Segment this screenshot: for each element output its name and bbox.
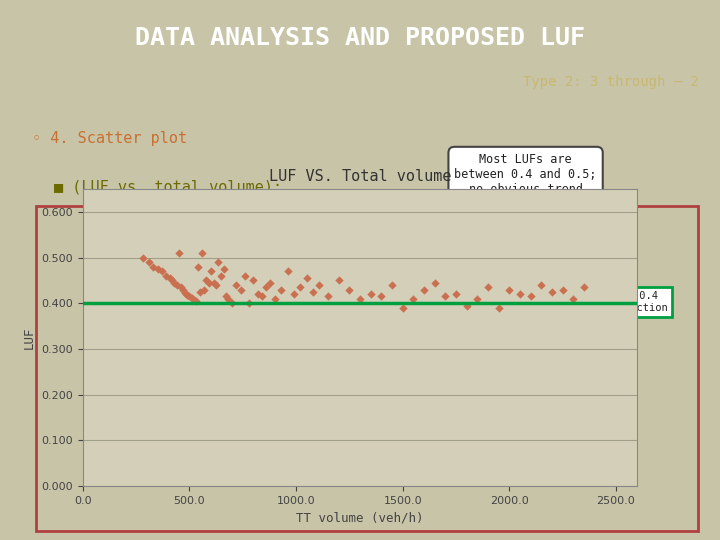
Point bbox=[143, 258, 155, 266]
Point bbox=[216, 272, 228, 280]
Point bbox=[208, 278, 220, 287]
Point bbox=[177, 286, 189, 295]
Point bbox=[148, 262, 159, 271]
Point bbox=[137, 253, 148, 262]
Point bbox=[557, 285, 568, 294]
Point bbox=[376, 292, 387, 301]
Point bbox=[323, 292, 334, 301]
Point bbox=[525, 292, 536, 301]
Point bbox=[199, 285, 210, 294]
Point bbox=[161, 272, 172, 280]
Point bbox=[269, 294, 281, 303]
Point bbox=[197, 248, 208, 257]
Point bbox=[514, 290, 526, 299]
Text: DATA ANALYSIS AND PROPOSED LUF: DATA ANALYSIS AND PROPOSED LUF bbox=[135, 26, 585, 50]
Point bbox=[239, 272, 251, 280]
Point bbox=[450, 290, 462, 299]
Text: Current LUF: 0.4
Normal intersection: Current LUF: 0.4 Normal intersection bbox=[549, 292, 667, 313]
Point bbox=[220, 292, 231, 301]
Point bbox=[408, 294, 419, 303]
Title: LUF VS. Total volume: LUF VS. Total volume bbox=[269, 168, 451, 184]
Point bbox=[418, 285, 430, 294]
Point bbox=[173, 248, 184, 257]
Point bbox=[439, 292, 451, 301]
Point bbox=[493, 303, 505, 312]
Point bbox=[282, 267, 293, 275]
Point bbox=[210, 281, 222, 289]
Point bbox=[164, 274, 176, 282]
Point bbox=[230, 281, 242, 289]
Point bbox=[184, 292, 195, 301]
Point bbox=[171, 281, 182, 289]
Point bbox=[190, 296, 202, 305]
Point bbox=[201, 276, 212, 285]
Point bbox=[212, 258, 224, 266]
Point bbox=[546, 287, 558, 296]
Y-axis label: LUF: LUF bbox=[23, 326, 36, 349]
Point bbox=[222, 294, 233, 303]
Point bbox=[314, 281, 325, 289]
Text: Most LUFs are
between 0.4 and 0.5;
no obvious trend
observed.: Most LUFs are between 0.4 and 0.5; no ob… bbox=[454, 153, 597, 211]
Point bbox=[301, 274, 312, 282]
Point bbox=[166, 276, 178, 285]
Point bbox=[261, 283, 272, 292]
X-axis label: TT volume (veh/h): TT volume (veh/h) bbox=[296, 511, 424, 524]
Point bbox=[294, 283, 306, 292]
Point bbox=[256, 292, 268, 301]
Point bbox=[536, 281, 547, 289]
Point bbox=[248, 276, 259, 285]
Point bbox=[186, 293, 197, 302]
Point bbox=[386, 281, 397, 289]
Point bbox=[192, 262, 204, 271]
Point bbox=[365, 290, 377, 299]
Point bbox=[354, 294, 366, 303]
Point bbox=[567, 294, 579, 303]
Point bbox=[307, 287, 319, 296]
Point bbox=[503, 285, 515, 294]
Point bbox=[343, 285, 355, 294]
Point bbox=[175, 283, 186, 292]
Point bbox=[243, 299, 255, 308]
Point bbox=[153, 265, 164, 273]
Point bbox=[181, 291, 193, 299]
Point bbox=[226, 299, 238, 308]
Point bbox=[217, 265, 229, 273]
Point bbox=[461, 301, 472, 310]
Point bbox=[472, 294, 483, 303]
Point bbox=[288, 290, 300, 299]
Point bbox=[429, 278, 441, 287]
Text: Type 2: 3 through – 2: Type 2: 3 through – 2 bbox=[523, 75, 698, 89]
Point bbox=[252, 290, 264, 299]
Point bbox=[275, 285, 287, 294]
Point bbox=[578, 283, 590, 292]
Point bbox=[188, 295, 199, 304]
Point bbox=[194, 287, 206, 296]
Point bbox=[482, 283, 494, 292]
Point bbox=[179, 289, 191, 298]
Text: ■ (LUF vs. total volume):: ■ (LUF vs. total volume): bbox=[54, 179, 282, 194]
Point bbox=[235, 285, 246, 294]
Point bbox=[397, 303, 408, 312]
Text: ◦ 4. Scatter plot: ◦ 4. Scatter plot bbox=[32, 131, 187, 146]
Point bbox=[156, 267, 168, 275]
Point bbox=[205, 267, 217, 275]
Point bbox=[203, 278, 215, 287]
Point bbox=[333, 276, 344, 285]
Point bbox=[265, 278, 276, 287]
Point bbox=[168, 278, 180, 287]
